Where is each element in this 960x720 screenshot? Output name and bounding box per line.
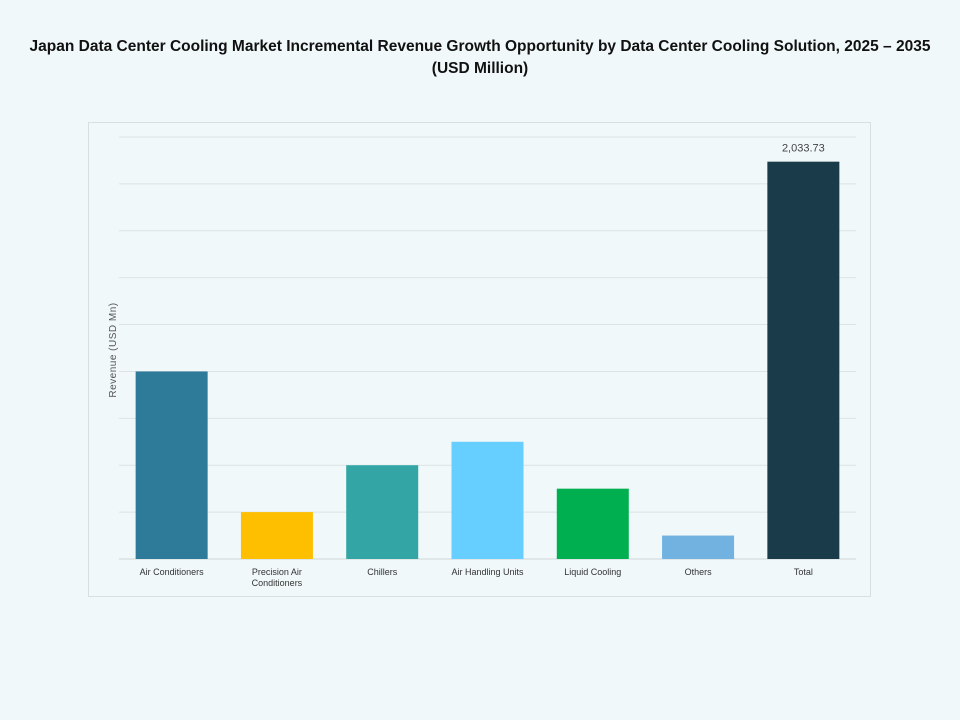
x-tick-label: Air Conditioners [140, 567, 205, 577]
x-tick-label: Chillers [367, 567, 398, 577]
y-axis-label: Revenue (USD Mn) [108, 302, 119, 397]
data-label: 2,033.73 [782, 143, 825, 155]
bars: 2,033.73 [135, 143, 840, 559]
x-tick-label: Precision Air Conditioners [252, 567, 303, 588]
chart-frame [88, 122, 871, 597]
x-tick-label: Air Handling Units [451, 567, 524, 577]
bar [451, 441, 524, 559]
bar [346, 465, 419, 559]
bar [662, 535, 735, 559]
x-tick-labels: Air Conditioners Precision Air Conditioner… [140, 567, 813, 588]
bar [767, 161, 840, 559]
x-tick-label: Liquid Cooling [564, 567, 621, 577]
chart-title: Japan Data Center Cooling Market Increme… [29, 38, 931, 77]
bar [240, 512, 313, 559]
x-tick-label: Total [794, 567, 813, 577]
bar [135, 371, 208, 559]
x-tick-label: Others [685, 567, 713, 577]
bar [556, 488, 629, 559]
